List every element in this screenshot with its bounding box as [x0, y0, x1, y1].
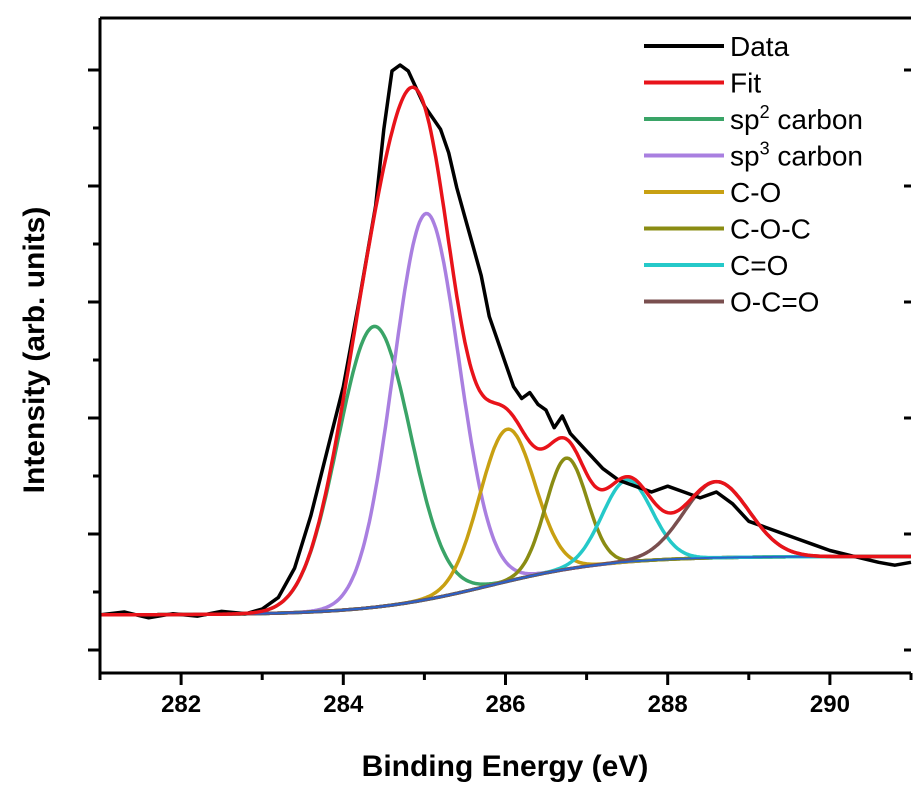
- peak-c-o: [100, 478, 911, 617]
- data-curve: [99, 63, 912, 620]
- legend-label-c-o-c: C-O-C: [730, 214, 811, 245]
- curves-layer: [99, 63, 912, 620]
- x-tick-label: 288: [648, 691, 688, 718]
- background-baseline: [100, 555, 911, 616]
- legend-label-c-o: C-O: [730, 177, 781, 208]
- x-axis-title: Binding Energy (eV): [362, 750, 649, 783]
- peak-sp3-carbon: [100, 211, 911, 617]
- x-tick-label: 286: [485, 691, 525, 718]
- peak-sp2-carbon: [100, 324, 911, 617]
- legend-label-o-c-o: O-C=O: [730, 287, 819, 318]
- legend-label-sp3: sp3 carbon: [730, 139, 863, 172]
- peak-c-o: [100, 427, 911, 617]
- legend-label-fit: Fit: [730, 68, 761, 99]
- x-tick-label: 284: [323, 691, 364, 718]
- x-tick-label: 290: [810, 691, 850, 718]
- fit-curve: [100, 85, 911, 617]
- legend-label-c-o: C=O: [730, 250, 788, 281]
- legend-label-data: Data: [730, 31, 790, 62]
- peak-o-c-o: [100, 479, 911, 617]
- y-axis-title: Intensity (arb. units): [18, 207, 51, 494]
- axes-layer: 282 284 286 288 290: [88, 16, 913, 718]
- x-tick-label: 282: [161, 691, 201, 718]
- legend-label-sp2: sp2 carbon: [730, 102, 863, 135]
